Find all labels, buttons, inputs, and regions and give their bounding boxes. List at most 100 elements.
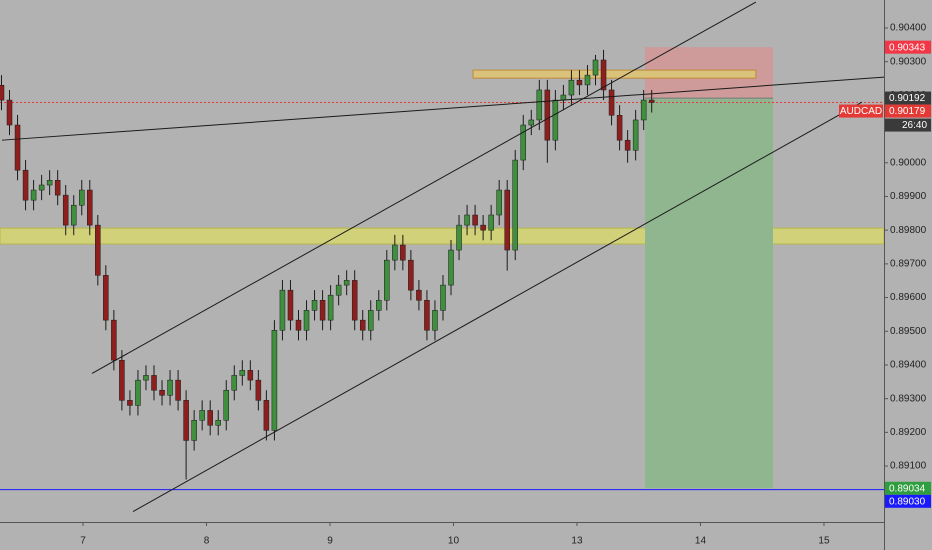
candle-body	[0, 85, 5, 101]
candle-body	[327, 294, 334, 321]
candle-body	[303, 310, 310, 331]
candle-body	[263, 400, 270, 431]
candle-body	[38, 184, 45, 191]
price-tag	[885, 104, 931, 118]
candle-body	[560, 94, 567, 101]
candle-body	[62, 194, 69, 226]
y-tick-label: 0.89900	[890, 191, 927, 202]
y-tick-label: 0.89200	[890, 427, 927, 438]
candle-body	[239, 370, 246, 376]
candle-body	[22, 169, 29, 201]
x-tick-label: 7	[80, 536, 86, 547]
candle-body	[424, 300, 430, 331]
candle-body	[367, 310, 374, 331]
price-tag	[885, 494, 931, 508]
resistance-box	[472, 69, 757, 79]
candle-body	[520, 124, 527, 161]
x-tick-label: 13	[571, 536, 583, 547]
y-tick-label: 0.89600	[890, 292, 927, 303]
candle-body	[464, 214, 470, 226]
candle-body	[592, 59, 599, 76]
candle-body	[584, 74, 591, 86]
candle-body	[504, 189, 510, 251]
candle-body	[271, 330, 278, 431]
price-tag	[885, 40, 931, 54]
candle-body	[30, 189, 37, 201]
candle-body	[576, 79, 583, 86]
candle-body	[127, 400, 133, 406]
price-tag-label: 0.89030	[889, 496, 926, 507]
candle-body	[151, 375, 157, 391]
candle-body	[456, 224, 462, 251]
symbol-tag-label: AUDCAD	[840, 106, 882, 117]
candle-body	[600, 59, 607, 91]
candle-body	[255, 379, 262, 401]
y-tick-label: 0.89400	[890, 360, 927, 371]
trend-line	[1, 76, 884, 141]
candle-body	[6, 99, 13, 126]
candle-body	[632, 119, 639, 151]
price-tag	[885, 481, 931, 495]
price-tag-label: 0.90343	[889, 42, 926, 53]
axes: 0.904000.903000.902000.901000.900000.899…	[80, 23, 931, 547]
candle-body	[311, 300, 318, 311]
candle-body	[79, 189, 85, 206]
candle-body	[552, 99, 559, 141]
candle-body	[472, 214, 478, 226]
candle-body	[376, 300, 382, 311]
candle-body	[432, 310, 438, 331]
y-tick-label: 0.89800	[890, 225, 927, 236]
candle-body	[46, 180, 53, 186]
candle-body	[143, 375, 149, 381]
candle-body	[119, 359, 125, 401]
candle-body	[295, 319, 302, 331]
price-tag-label: 0.90192	[889, 93, 926, 104]
y-tick-label: 0.90000	[890, 157, 927, 168]
candle-body	[488, 214, 494, 231]
candle-body	[359, 319, 366, 331]
y-tick-label: 0.89100	[890, 461, 927, 472]
candle-body	[528, 119, 535, 126]
candle-body	[568, 79, 575, 96]
trend-line	[91, 1, 757, 374]
candle-body	[335, 284, 342, 296]
candle-body	[167, 379, 173, 396]
candle-body	[400, 244, 406, 261]
candle-body	[343, 280, 350, 286]
candle-body	[496, 189, 502, 216]
candle-body	[448, 249, 454, 286]
candle-body	[159, 389, 165, 396]
candle-body	[95, 224, 101, 276]
candle-body	[223, 389, 229, 421]
candle-body	[616, 115, 623, 141]
candle-body	[54, 180, 61, 196]
candle-body	[135, 379, 141, 406]
target-area	[645, 98, 773, 489]
candle-body	[70, 204, 77, 226]
y-tick-label: 0.89300	[890, 393, 927, 404]
candle-body	[624, 139, 631, 151]
candle-body	[408, 259, 414, 291]
price-tag-label: 0.90179	[889, 106, 926, 117]
price-tag	[885, 91, 931, 105]
candle-body	[183, 400, 189, 441]
candle-body	[440, 284, 446, 311]
countdown-tag	[885, 118, 931, 132]
candle-body	[207, 410, 213, 426]
candle-body	[351, 280, 358, 321]
candle-body	[416, 289, 422, 301]
candle-body	[648, 99, 655, 103]
candle-body	[215, 419, 221, 426]
trend-line	[132, 101, 863, 512]
candle-body	[111, 319, 117, 361]
candle-body	[384, 259, 390, 301]
candle-body	[640, 99, 647, 121]
y-tick-label: 0.89700	[890, 259, 927, 270]
y-tick-label: 0.89500	[890, 326, 927, 337]
candle-body	[319, 300, 326, 321]
symbol-tag	[839, 104, 883, 118]
x-tick-label: 9	[327, 536, 333, 547]
candle-body	[480, 224, 486, 231]
